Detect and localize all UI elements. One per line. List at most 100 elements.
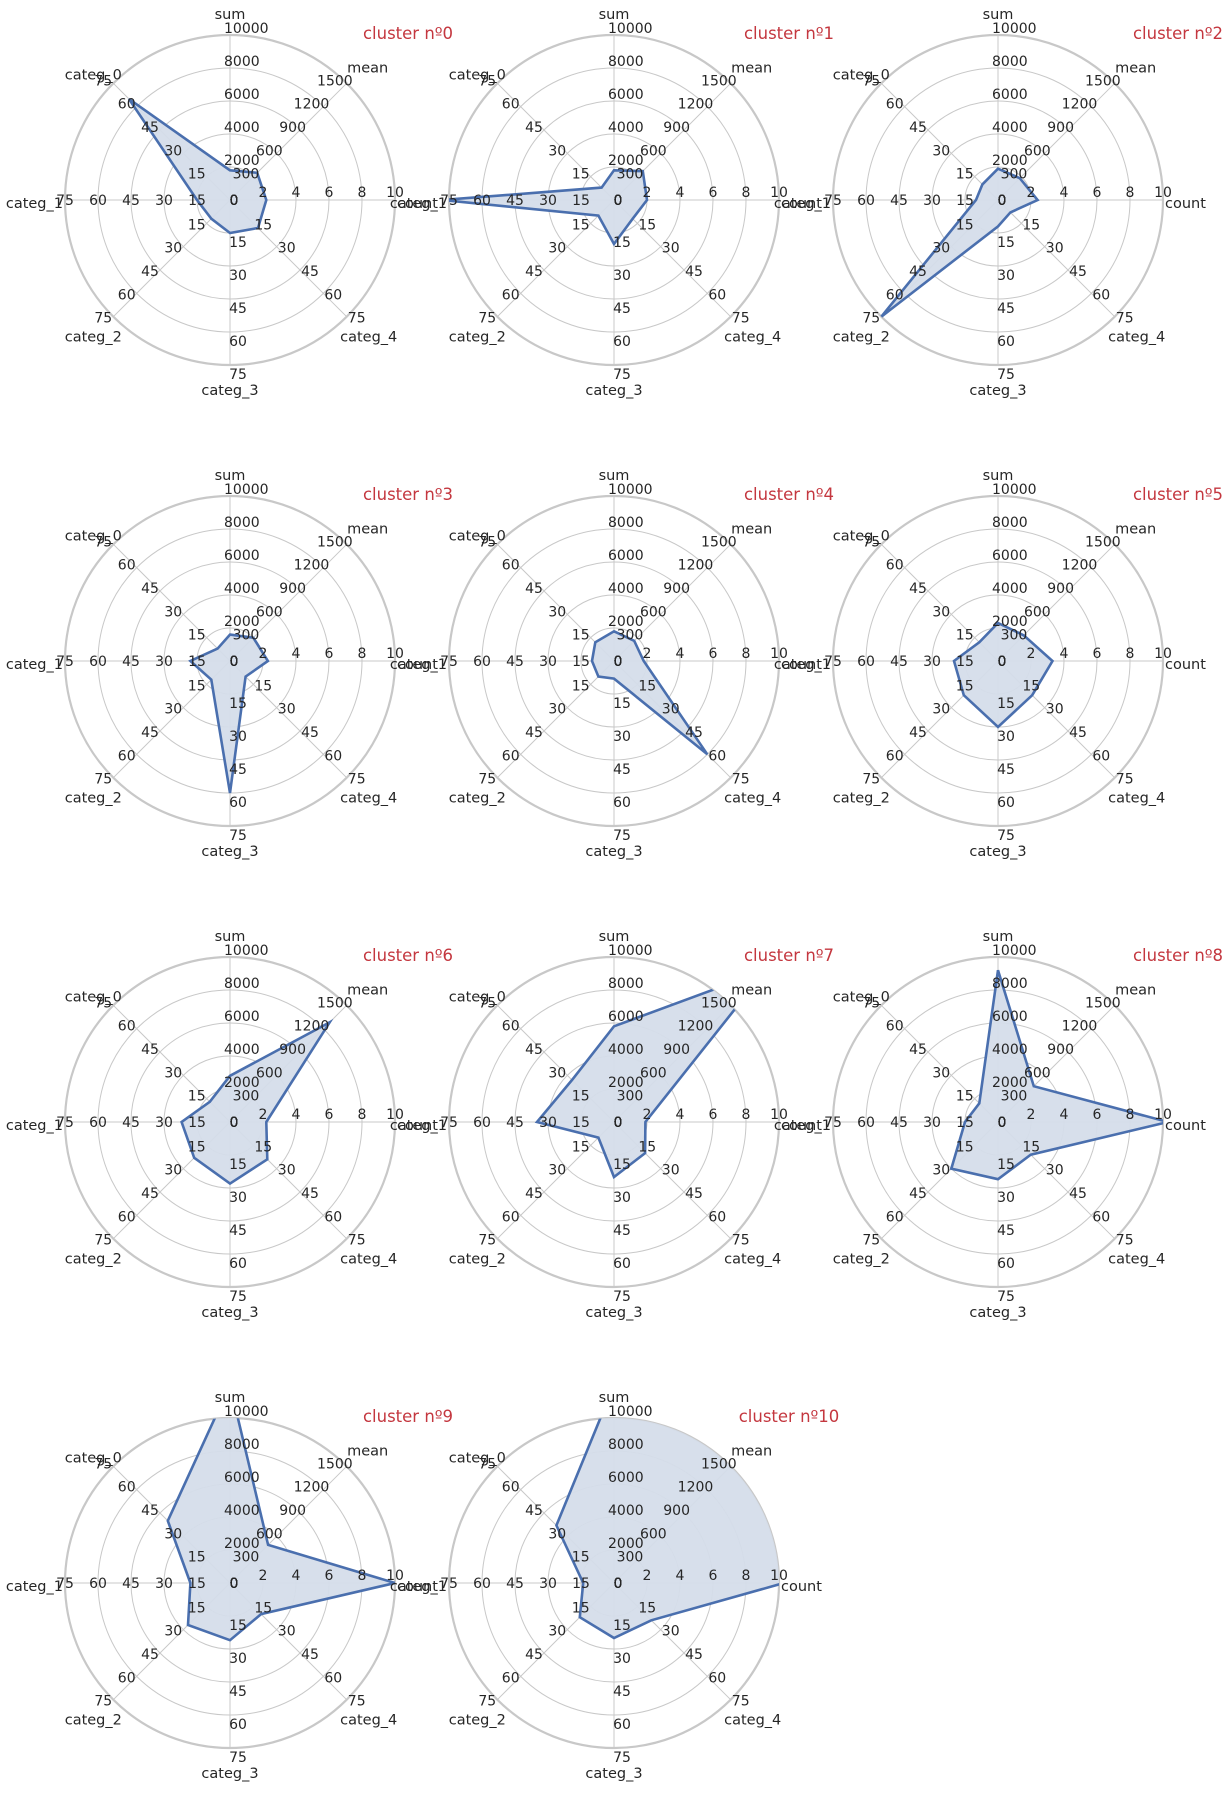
axis-label-categ-4: categ_4 <box>340 1252 397 1268</box>
tick-label: 2 <box>643 1568 652 1584</box>
tick-label: 45 <box>890 654 908 670</box>
tick-label: 8000 <box>992 515 1028 531</box>
tick-label: 0 <box>614 654 623 670</box>
grid-ring <box>898 100 1098 300</box>
axis-label-categ-4: categ_4 <box>724 791 781 807</box>
axis-label-categ-3: categ_3 <box>969 383 1026 399</box>
tick-label: 30 <box>539 1576 557 1592</box>
tick-label: 1500 <box>701 1456 737 1472</box>
tick-label: 6000 <box>608 548 644 564</box>
radar-panel: 0200040006000800010000030060090012001500… <box>390 468 834 860</box>
tick-label: 15 <box>572 654 590 670</box>
axis-label-categ-1: categ_1 <box>774 657 831 673</box>
axis-label-mean: mean <box>731 982 772 998</box>
tick-label: 60 <box>118 558 136 574</box>
tick-label: 0 <box>614 654 623 670</box>
tick-label: 1200 <box>1062 1019 1098 1035</box>
tick-label: 10000 <box>224 482 269 498</box>
tick-label: 900 <box>279 1503 306 1519</box>
tick-label: 300 <box>617 1089 644 1105</box>
axis-label-count: count <box>397 657 438 673</box>
tick-label: 15 <box>956 1115 974 1131</box>
tick-label: 0 <box>230 1115 239 1131</box>
tick-label: 30 <box>155 1576 173 1592</box>
tick-label: 2 <box>259 646 268 662</box>
axis-label-categ-2: categ_2 <box>65 1252 122 1268</box>
tick-label: 30 <box>613 1190 631 1206</box>
tick-label: 8 <box>358 1568 367 1584</box>
tick-label: 0 <box>998 654 1007 670</box>
tick-label: 300 <box>617 1550 644 1566</box>
tick-label: 15 <box>956 193 974 209</box>
axis-label-categ-1: categ_1 <box>390 1118 447 1134</box>
tick-label: 30 <box>932 1163 950 1179</box>
tick-label: 8 <box>358 185 367 201</box>
radar-panel: 0200040006000800010000030060090012001500… <box>390 1390 839 1782</box>
tick-label: 0 <box>614 1115 623 1131</box>
tick-label: 30 <box>229 1190 247 1206</box>
axis-label-categ-4: categ_4 <box>724 1252 781 1268</box>
radar-panel: 0200040006000800010000030060090012001500… <box>774 468 1223 860</box>
radial-gridline <box>496 1121 615 1240</box>
tick-label: 0 <box>230 654 239 670</box>
tick-label: 6000 <box>992 87 1028 103</box>
tick-label: 15 <box>956 217 974 233</box>
tick-label: 2 <box>1027 646 1036 662</box>
cluster-line <box>534 967 770 1180</box>
axis-label-categ-2: categ_2 <box>449 791 506 807</box>
tick-label: 2 <box>259 1568 268 1584</box>
tick-label: 0 <box>998 654 1007 670</box>
tick-label: 1500 <box>317 1456 353 1472</box>
tick-label: 75 <box>348 1233 366 1249</box>
tick-label: 0 <box>614 654 623 670</box>
tick-label: 60 <box>473 654 491 670</box>
outer-ring <box>831 494 1165 828</box>
tick-label: 0 <box>614 1115 623 1131</box>
tick-label: 600 <box>1024 1065 1051 1081</box>
tick-label: 45 <box>301 264 319 280</box>
axis-label-categ-4: categ_4 <box>340 1713 397 1729</box>
axis-label-mean: mean <box>731 1443 772 1459</box>
tick-label: 30 <box>278 241 296 257</box>
grid-ring <box>514 1022 714 1222</box>
tick-label: 15 <box>188 1115 206 1131</box>
cluster-line <box>166 1418 395 1642</box>
tick-label: 0 <box>998 654 1007 670</box>
tick-label: 15 <box>956 167 974 183</box>
tick-label: 2000 <box>224 153 260 169</box>
axis-label-categ-1: categ_1 <box>390 657 447 673</box>
tick-label: 6 <box>709 1568 718 1584</box>
tick-label: 45 <box>141 1042 159 1058</box>
tick-label: 1500 <box>701 73 737 89</box>
tick-label: 60 <box>997 795 1015 811</box>
tick-label: 10000 <box>224 1404 269 1420</box>
tick-label: 30 <box>548 1526 566 1542</box>
tick-label: 10 <box>1154 646 1172 662</box>
tick-label: 45 <box>685 1647 703 1663</box>
tick-label: 2 <box>259 185 268 201</box>
tick-label: 0 <box>614 1115 623 1131</box>
tick-label: 75 <box>94 534 112 550</box>
tick-label: 30 <box>548 702 566 718</box>
cluster-title: cluster nº4 <box>744 485 834 504</box>
tick-label: 75 <box>478 73 496 89</box>
axis-label-categ-0: categ_0 <box>449 989 506 1005</box>
axis-label-count: count <box>397 196 438 212</box>
tick-label: 0 <box>998 193 1007 209</box>
tick-label: 2000 <box>608 153 644 169</box>
tick-label: 60 <box>502 1209 520 1225</box>
tick-label: 0 <box>614 1576 623 1592</box>
tick-label: 15 <box>956 628 974 644</box>
tick-label: 45 <box>141 1647 159 1663</box>
tick-label: 75 <box>440 1115 458 1131</box>
tick-label: 1200 <box>1062 558 1098 574</box>
tick-label: 4 <box>292 1107 301 1123</box>
tick-label: 0 <box>614 654 623 670</box>
cluster-title: cluster nº9 <box>363 1407 453 1426</box>
tick-label: 60 <box>708 748 726 764</box>
tick-label: 60 <box>997 334 1015 350</box>
tick-label: 60 <box>118 1480 136 1496</box>
tick-label: 15 <box>188 1600 206 1616</box>
tick-label: 45 <box>301 725 319 741</box>
